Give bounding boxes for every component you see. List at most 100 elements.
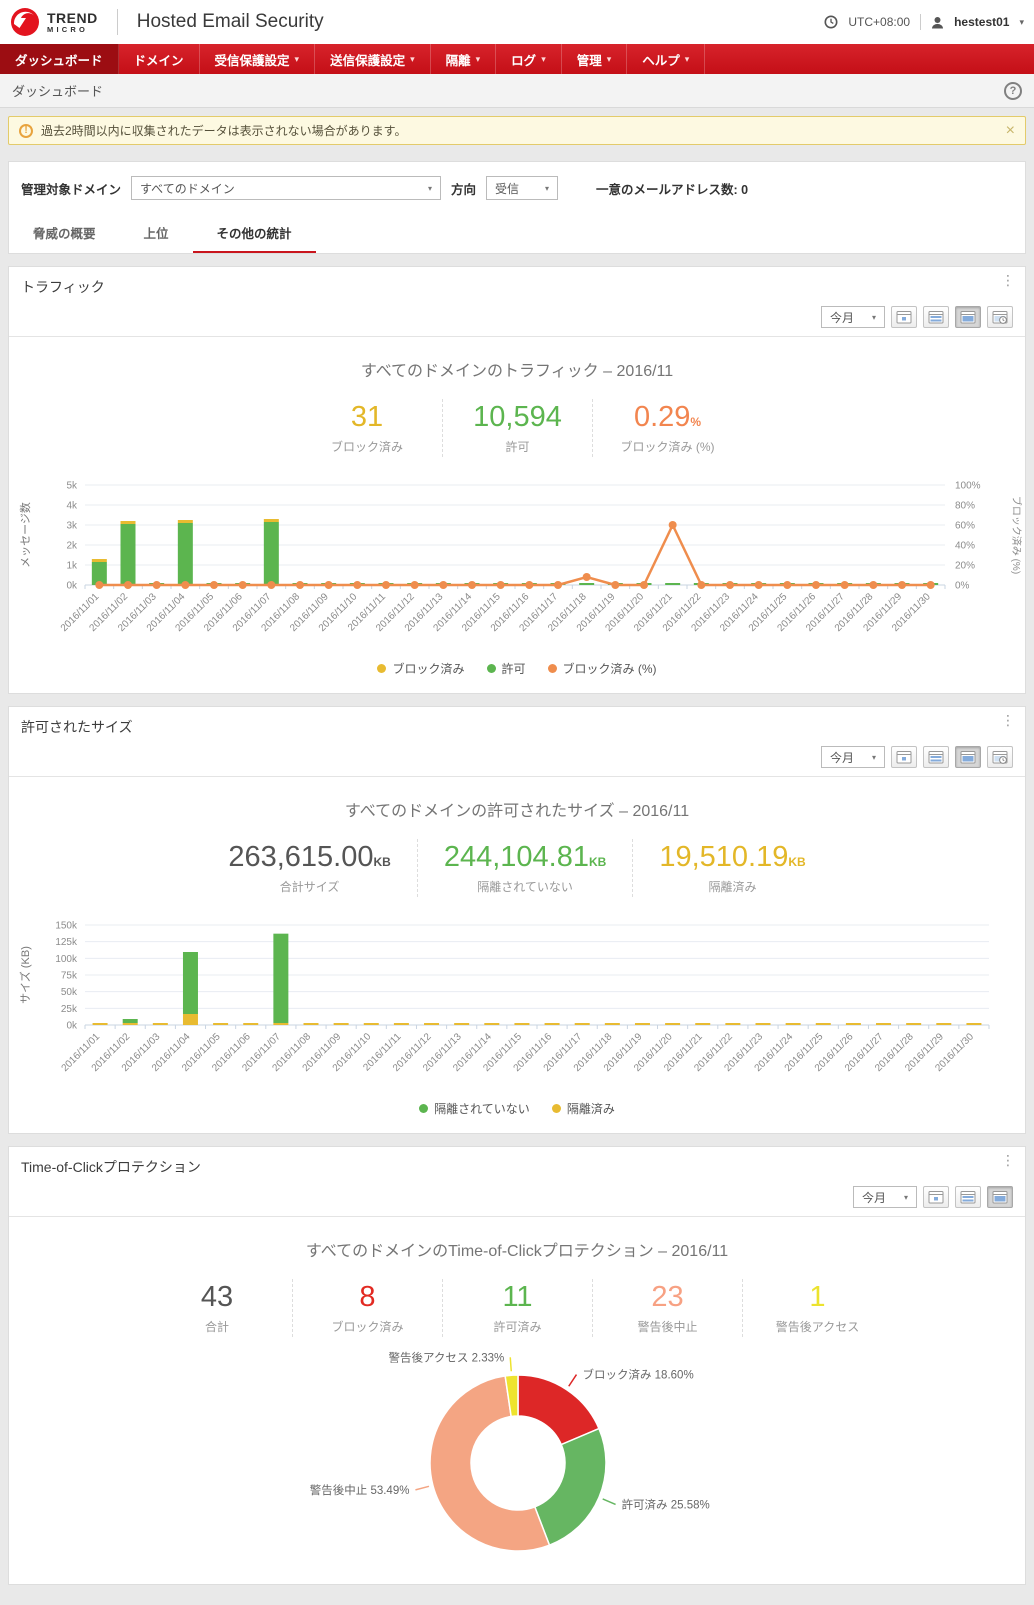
svg-text:3k: 3k [66,521,78,532]
nav-item-ドメイン[interactable]: ドメイン [119,44,200,74]
day-view-icon [896,311,912,324]
time-of-click-panel: Time-of-Clickプロテクション ⋮ 今月 ▾ すべてのドメインのTime… [8,1146,1026,1585]
legend-dot-icon [377,664,387,673]
svg-text:25k: 25k [61,1004,78,1015]
stat-警告後アクセス: 1 警告後アクセス [742,1279,892,1337]
custom-view-button[interactable] [987,746,1013,768]
svg-text:125k: 125k [55,937,78,948]
svg-text:サイズ (KB): サイズ (KB) [18,946,32,1004]
period-select[interactable]: 今月 ▾ [821,306,885,328]
chevron-down-icon: ▾ [410,53,415,64]
tab-脅威の概要[interactable]: 脅威の概要 [33,227,96,241]
product-title: Hosted Email Security [136,11,324,32]
month-view-button[interactable] [987,1186,1013,1208]
nav-item-ダッシュボード[interactable]: ダッシュボード [0,44,119,74]
kebab-menu-icon[interactable]: ⋮ [1001,272,1015,288]
toc-donut-chart: ブロック済み 18.60% 許可済み 25.58% 警告後中止 53.49% 警告後ア… [310,1351,710,1552]
stat-ブロック済み (%): 0.29% ブロック済み (%) [592,399,742,457]
stat-許可済み: 11 許可済み [442,1279,592,1337]
notice-text: 過去2時間以内に収集されたデータは表示されない場合があります。 [41,124,407,138]
legend-隔離済み: 隔離済み [551,1100,615,1117]
month-view-button[interactable] [955,306,981,328]
nav-item-受信保護設定[interactable]: 受信保護設定 ▾ [200,44,316,74]
nav-item-ログ[interactable]: ログ ▾ [496,44,562,74]
trend-micro-logo: TREND MICRO Hosted Email Security [10,7,324,37]
stat-合計: 43 合計 [200,1281,234,1334]
custom-view-button[interactable] [987,306,1013,328]
breadcrumb-bar: ダッシュボード ? [0,74,1034,108]
week-view-button[interactable] [955,1186,981,1208]
svg-text:75k: 75k [61,971,78,982]
nav-item-管理[interactable]: 管理 ▾ [562,44,628,74]
month-view-icon [960,311,976,324]
legend-ブロック済み (%): ブロック済み (%) [547,660,657,677]
direction-select[interactable]: 受信 ▾ [486,176,559,200]
breadcrumb: ダッシュボード [12,84,104,99]
chart-title: すべてのドメインのトラフィック – 2016/11 [360,363,674,380]
clock-icon [824,15,838,29]
week-view-button[interactable] [923,746,949,768]
chevron-down-icon: ▾ [541,53,546,64]
filter-card: 管理対象ドメイン すべてのドメイン ▾ 方向 受信 ▾ 一意のメールアドレス数:… [8,161,1026,254]
brand-micro: MICRO [47,24,88,34]
legend-dot-icon [419,1104,429,1113]
brand-divider [116,9,118,35]
legend-隔離されていない: 隔離されていない [419,1100,530,1117]
nav-item-隔離[interactable]: 隔離 ▾ [431,44,497,74]
username-menu[interactable]: hestest01 [954,15,1010,29]
period-select[interactable]: 今月 ▾ [853,1186,917,1208]
legend-許可: 許可 [486,660,526,677]
panel-title: トラフィック [21,279,105,295]
svg-text:5k: 5k [66,481,78,492]
svg-text:150k: 150k [55,921,78,932]
legend-dot-icon [551,1104,561,1113]
kebab-menu-icon[interactable]: ⋮ [1001,1152,1015,1168]
stat-隔離されていない: 244,104.81KB 隔離されていない [416,839,633,897]
stat-隔離済み: 19,510.19KB 隔離済み [632,839,831,897]
stat-許可: 10,594 許可 [442,399,592,457]
chevron-down-icon: ▾ [475,53,481,64]
close-icon[interactable]: × [1005,121,1015,139]
month-view-button[interactable] [955,746,981,768]
domain-select[interactable]: すべてのドメイン ▾ [131,176,442,200]
svg-text:0k: 0k [66,581,78,592]
nav-item-ヘルプ[interactable]: ヘルプ ▾ [627,44,706,74]
svg-text:80%: 80% [955,501,975,512]
day-view-button[interactable] [891,746,917,768]
kebab-menu-icon[interactable]: ⋮ [1001,712,1015,728]
help-icon[interactable]: ? [1004,81,1022,100]
svg-text:0k: 0k [66,1021,78,1032]
day-view-button[interactable] [923,1186,949,1208]
tab-その他の統計[interactable]: その他の統計 [192,214,316,253]
chevron-down-icon: ▾ [871,312,876,322]
tab-上位[interactable]: 上位 [143,227,169,241]
trend-micro-ball-icon [11,8,39,36]
chevron-down-icon: ▾ [903,1192,908,1202]
notice-banner: ! 過去2時間以内に収集されたデータは表示されない場合があります。 × [8,116,1026,145]
svg-text:100k: 100k [55,954,78,965]
week-view-button[interactable] [923,306,949,328]
timezone-label: UTC+08:00 [848,15,911,29]
svg-text:0%: 0% [955,581,970,592]
period-select[interactable]: 今月 ▾ [821,746,885,768]
top-header: TREND MICRO Hosted Email Security UTC+08… [0,0,1034,44]
svg-text:50k: 50k [61,987,78,998]
chevron-down-icon: ▾ [294,53,300,64]
svg-text:100%: 100% [955,481,981,492]
chart-title: すべてのドメインの許可されたサイズ – 2016/11 [344,803,690,820]
custom-view-icon [992,311,1008,324]
svg-text:メッセージ数: メッセージ数 [19,502,32,568]
chevron-down-icon: ▾ [428,183,433,193]
brand-trend: TREND [47,9,98,26]
chevron-down-icon: ▾ [545,183,550,193]
chevron-down-icon[interactable]: ▾ [1019,16,1024,27]
day-view-button[interactable] [891,306,917,328]
svg-text:2k: 2k [66,541,78,552]
stat-ブロック済み: 8 ブロック済み [292,1279,442,1337]
nav-item-送信保護設定[interactable]: 送信保護設定 ▾ [315,44,431,74]
svg-text:4k: 4k [66,501,78,512]
managed-domain-label: 管理対象ドメイン [21,182,122,197]
stat-合計サイズ: 263,615.00KB 合計サイズ [228,841,391,894]
